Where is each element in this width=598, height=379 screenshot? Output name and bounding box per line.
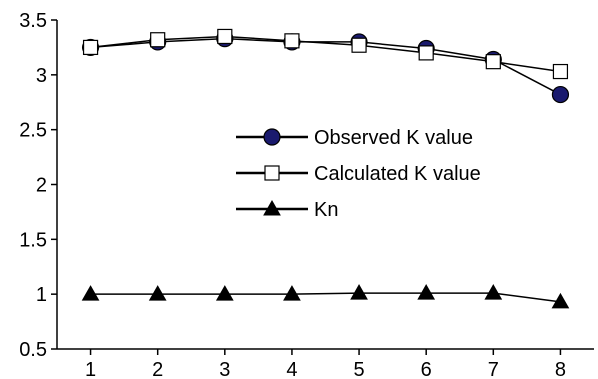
series-calculated-k-value [82,28,569,80]
data-point-calculated-k-value [418,45,434,61]
legend-item-observed-k-value: Observed K value [236,127,473,149]
y-tick-label: 2 [36,175,47,197]
data-point-calculated-k-value [351,37,367,53]
data-point-kn [81,285,100,301]
legend-label: Observed K value [314,127,473,149]
data-point-kn [350,284,368,300]
data-point-kn [215,285,234,301]
axes: 0.5 1 1.5 2 2.5 3 3.5 1 2 3 4 5 6 7 8 [19,10,594,379]
data-point-calculated-k-value [485,54,501,70]
legend-item-kn: Kn [236,199,338,221]
series-kn [81,284,570,309]
data-point-kn [484,284,503,300]
data-point-calculated-k-value [552,63,569,80]
x-tick-label: 8 [555,359,566,379]
x-tick-label: 5 [354,359,365,379]
data-point-calculated-k-value [284,33,300,49]
series-layer [81,28,570,309]
data-point-calculated-k-value [82,39,99,56]
data-point-kn [148,285,167,301]
legend-label: Kn [314,199,338,221]
series-line-kn [90,292,561,303]
y-tick-label: 3 [36,65,47,87]
series-line-observed-k-value [90,37,561,96]
data-point-kn [283,285,301,301]
x-tick-label: 1 [85,359,96,379]
x-tick-label: 6 [421,359,432,379]
legend-item-calculated-k-value: Calculated K value [236,163,481,185]
y-tick-label: 3.5 [19,10,47,32]
series-line-calculated-k-value [90,35,561,73]
x-tick-label: 7 [488,359,499,379]
y-tick-label: 1 [36,284,47,306]
x-tick-label: 4 [286,359,297,379]
data-point-kn [417,284,436,300]
legend-marker [263,128,281,146]
y-tick-label: 1.5 [19,229,47,251]
y-tick-label: 0.5 [19,339,47,361]
legend-label: Calculated K value [314,163,481,185]
data-point-calculated-k-value [150,32,166,48]
data-point-kn [551,292,570,309]
legend-marker [264,165,280,181]
x-tick-label: 2 [152,359,163,379]
x-tick-label: 3 [219,359,230,379]
data-point-calculated-k-value [217,28,233,45]
data-point-observed-k-value [551,85,570,104]
y-tick-label: 2.5 [19,120,47,142]
legend: Observed K value Calculated K value Kn [236,127,481,221]
legend-marker [263,199,281,216]
